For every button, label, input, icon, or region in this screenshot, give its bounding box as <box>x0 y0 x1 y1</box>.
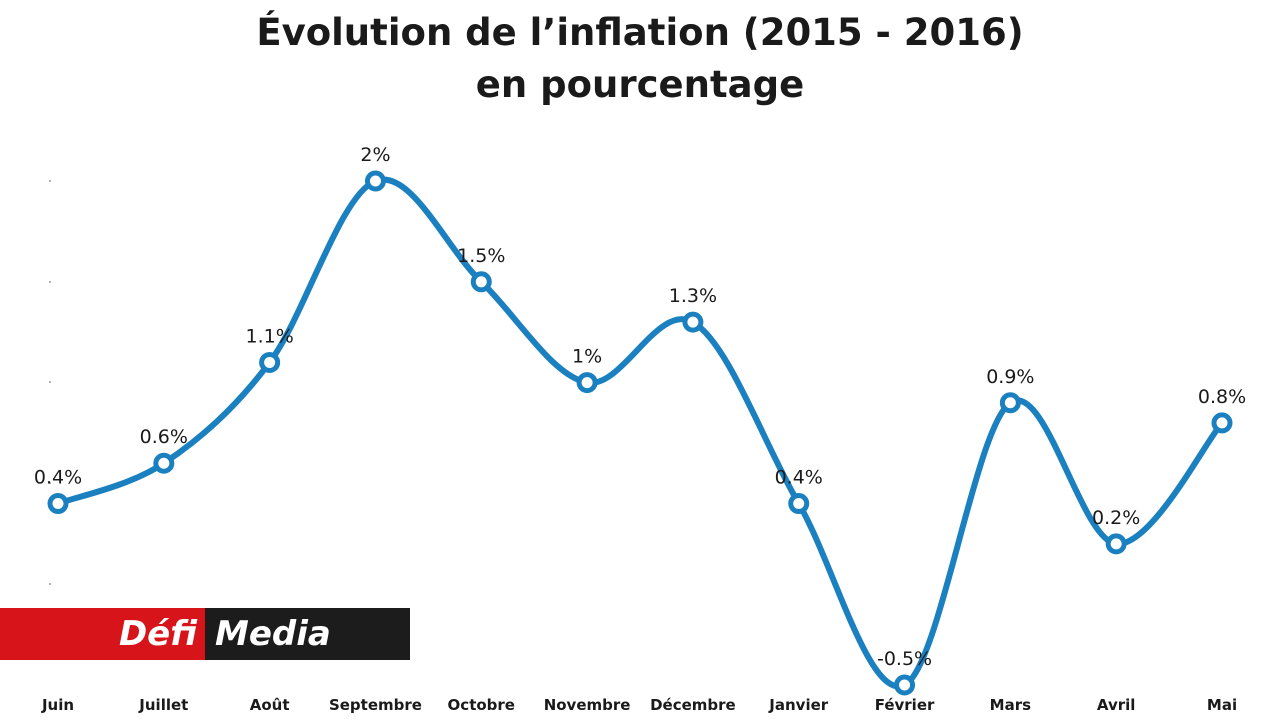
axis-dot <box>49 180 51 182</box>
x-tick-label: Février <box>875 696 935 714</box>
data-point-juin <box>47 493 69 515</box>
data-point-janvier <box>788 493 810 515</box>
data-point-mars <box>999 392 1021 414</box>
data-label: -0.5% <box>877 648 932 670</box>
data-point-octobre <box>470 271 492 293</box>
x-tick-label: Novembre <box>544 696 631 714</box>
data-label: 1.3% <box>669 285 717 307</box>
x-tick-label: Septembre <box>329 696 422 714</box>
data-point-avril <box>1105 533 1127 555</box>
data-label: 0.2% <box>1092 507 1140 529</box>
chart-subtitle: en pourcentage <box>475 63 805 106</box>
data-label: 0.4% <box>34 467 82 489</box>
x-tick-label: Avril <box>1097 696 1136 714</box>
data-label: 1.1% <box>245 325 293 347</box>
axis-dot <box>49 281 51 283</box>
data-point-décembre <box>682 311 704 333</box>
x-tick-label: Juillet <box>138 696 188 714</box>
x-tick-label: Août <box>250 696 290 714</box>
data-point-août <box>259 351 281 373</box>
data-point-juillet <box>153 452 175 474</box>
data-label: 1.5% <box>457 245 505 267</box>
x-tick-label: Janvier <box>768 696 828 714</box>
logo-defi-text: Défi <box>0 608 205 660</box>
axis-dot <box>49 482 51 484</box>
axis-dot <box>49 583 51 585</box>
x-tick-label: Mai <box>1207 696 1237 714</box>
x-tick-label: Octobre <box>448 696 515 714</box>
x-tick-label: Décembre <box>650 696 736 714</box>
data-label: 0.4% <box>775 467 823 489</box>
data-label: 0.9% <box>986 366 1034 388</box>
axis-dot <box>49 381 51 383</box>
data-point-février <box>894 674 916 696</box>
data-label: 1% <box>572 346 602 368</box>
x-tick-label: Juin <box>41 696 74 714</box>
defi-media-logo: Défi Media <box>0 608 410 660</box>
data-label: 0.8% <box>1198 386 1246 408</box>
data-point-novembre <box>576 372 598 394</box>
chart-title: Évolution de l’inflation (2015 - 2016) <box>256 11 1024 54</box>
data-point-mai <box>1211 412 1233 434</box>
x-tick-label: Mars <box>990 696 1031 714</box>
data-point-septembre <box>364 170 386 192</box>
logo-media-text: Media <box>215 614 331 654</box>
data-label: 2% <box>360 144 390 166</box>
data-label: 0.6% <box>140 426 188 448</box>
